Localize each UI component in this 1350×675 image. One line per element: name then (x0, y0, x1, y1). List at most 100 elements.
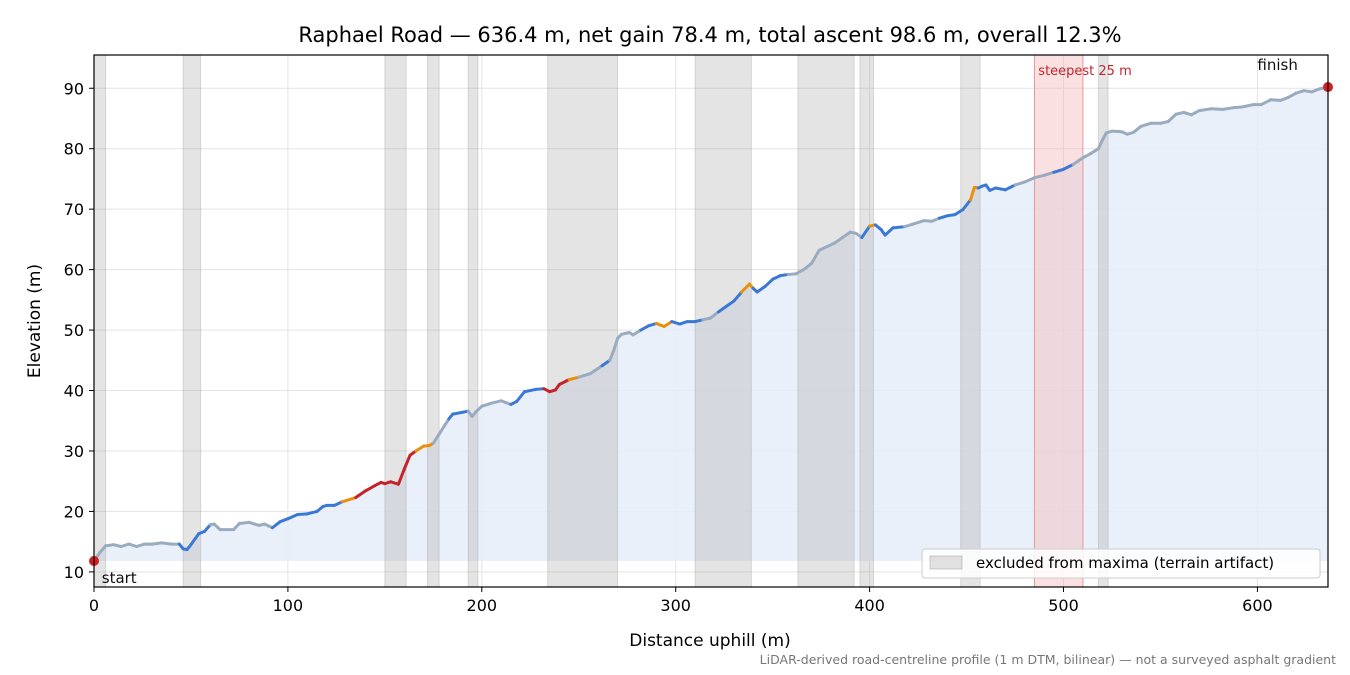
profile-segment (1240, 103, 1256, 109)
start-label: start (102, 569, 137, 587)
excluded-band (694, 54, 752, 588)
profile-segment (160, 541, 174, 546)
profile-segment (402, 453, 412, 471)
profile-segment (953, 208, 965, 217)
profile-segment (557, 378, 571, 386)
profile-segment (840, 230, 852, 240)
profile-segment (1013, 180, 1027, 187)
profile-segment (567, 375, 581, 382)
y-tick-label: 50 (64, 321, 84, 340)
profile-segment (1269, 98, 1283, 102)
y-tick-label: 80 (64, 140, 84, 159)
profile-segment (305, 509, 319, 516)
chart-title: Raphael Road — 636.4 m, net gain 78.4 m,… (298, 23, 1121, 47)
profile-segment (994, 186, 1007, 192)
profile-segment (740, 282, 751, 294)
x-axis-label: Distance uphill (m) (629, 631, 790, 651)
profile-segment (1139, 121, 1153, 128)
profile-segment (499, 399, 513, 406)
profile-segment (833, 236, 844, 245)
x-tick-label: 600 (1242, 596, 1273, 615)
profile-segment (396, 467, 406, 486)
profile-segment (1032, 173, 1046, 180)
profile-segment (451, 410, 464, 416)
y-tick-label: 20 (64, 502, 84, 521)
profile-segment (490, 399, 503, 405)
profile-segment (270, 520, 282, 530)
excluded-band (467, 54, 479, 588)
profile-segment (891, 225, 907, 230)
profile-segment (150, 541, 164, 546)
footnote: LiDAR-derived road-centreline profile (1… (760, 652, 1336, 667)
profile-segment (600, 358, 612, 368)
profile-segment (961, 198, 972, 212)
profile-segment (1209, 107, 1225, 111)
profile-segment (724, 299, 736, 308)
profile-segment (608, 349, 616, 362)
profile-segment (1096, 138, 1104, 151)
steepest-window-band (1033, 54, 1084, 588)
legend-box (921, 548, 1321, 579)
plot-area: start finish steepest 25 m 0 100 200 300 400 500… (64, 54, 1333, 615)
x-tick-label: 400 (854, 596, 885, 615)
steepest-label: steepest 25 m (1038, 64, 1131, 79)
profile-segment (1131, 124, 1143, 134)
axes-frame (93, 54, 1329, 588)
profile-segment (480, 401, 493, 408)
y-tick-label: 90 (64, 79, 84, 98)
profile-segment (968, 185, 976, 202)
x-tick-label: 200 (467, 596, 498, 615)
profile-segment (1259, 98, 1273, 107)
y-tick-label: 40 (64, 382, 84, 401)
profile-segment (1003, 183, 1017, 192)
legend-entry: excluded from maxima (terrain artifact) (976, 554, 1274, 572)
legend: excluded from maxima (terrain artifact) (921, 548, 1321, 579)
profile-segment (1042, 170, 1056, 177)
profile-segment (612, 337, 620, 353)
y-axis-label: Elevation (m) (25, 264, 45, 378)
excluded-band (93, 54, 107, 588)
y-tick-label: 70 (64, 200, 84, 219)
profile-segment (1023, 176, 1036, 184)
x-tick-label: 300 (660, 596, 691, 615)
profile-segment (437, 423, 447, 436)
profile-segment (763, 277, 775, 289)
profile-segment (296, 512, 309, 516)
excluded-band (547, 54, 619, 588)
profile-segment (755, 285, 767, 294)
profile-segment (286, 512, 300, 521)
profile-segment (588, 364, 604, 376)
profile-segment (1089, 147, 1100, 156)
profile-segment (522, 387, 538, 394)
profile-area-fill (94, 87, 1328, 562)
profile-segment (802, 262, 813, 272)
legend-swatch (929, 555, 963, 570)
profile-segment (515, 390, 526, 403)
x-tick-label: 100 (273, 596, 304, 615)
profile-segment (247, 520, 261, 527)
y-tick-label: 60 (64, 261, 84, 280)
profile-segment (883, 226, 895, 237)
profile-segment (631, 328, 643, 337)
profile-segment (1062, 162, 1075, 171)
profile-segment (1071, 156, 1085, 166)
profile-segment (1166, 112, 1178, 123)
profile-segment (1052, 167, 1066, 174)
profile-segment (860, 224, 872, 240)
excluded-band (859, 54, 874, 588)
excluded-band (384, 54, 407, 588)
profile-segment (414, 444, 426, 453)
profile-segment (237, 520, 251, 526)
profile-segment (809, 248, 821, 266)
excluded-band (797, 54, 855, 588)
profile-segment (662, 320, 674, 328)
profile-segment (1221, 106, 1236, 111)
profile-segment (189, 532, 201, 547)
profile-segment (709, 310, 720, 320)
profile-segment (732, 290, 744, 303)
y-tick-label: 30 (64, 442, 84, 461)
x-tick-label: 0 (89, 596, 99, 615)
y-tick-label: 10 (64, 563, 84, 582)
excluded-band (427, 54, 440, 588)
